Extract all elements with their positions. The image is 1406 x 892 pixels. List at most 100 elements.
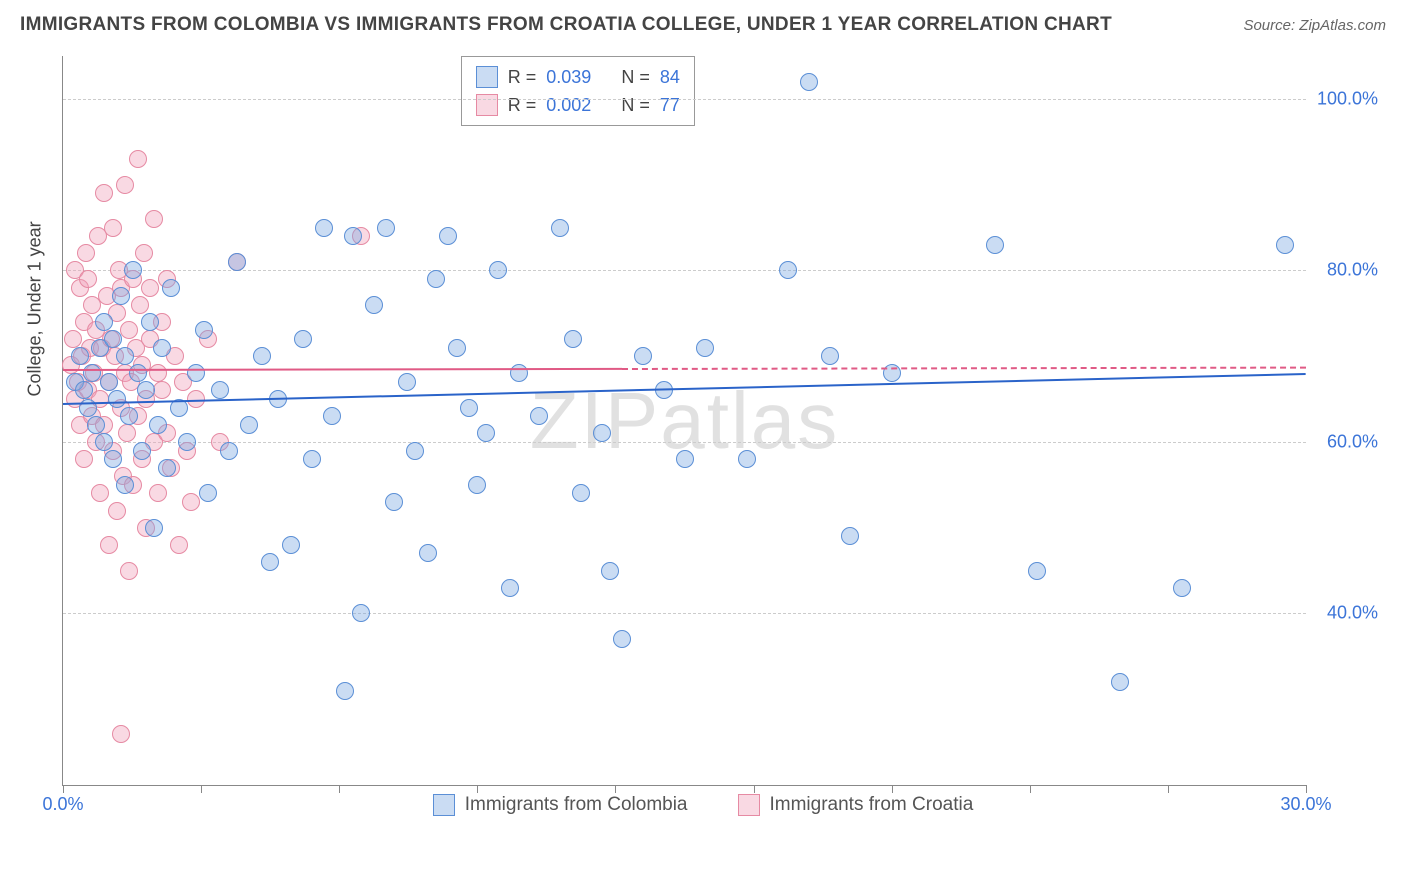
data-point-colombia [419,544,437,562]
x-tick [477,785,478,793]
x-tick [1030,785,1031,793]
data-point-colombia [75,381,93,399]
data-point-croatia [129,150,147,168]
data-point-colombia [124,261,142,279]
data-point-colombia [800,73,818,91]
data-point-colombia [336,682,354,700]
data-point-colombia [178,433,196,451]
gridline [63,442,1306,443]
data-point-colombia [116,476,134,494]
data-point-colombia [439,227,457,245]
data-point-croatia [77,244,95,262]
data-point-croatia [108,502,126,520]
data-point-colombia [821,347,839,365]
data-point-colombia [841,527,859,545]
data-point-colombia [303,450,321,468]
data-point-colombia [601,562,619,580]
data-point-croatia [112,725,130,743]
data-point-colombia [468,476,486,494]
data-point-colombia [195,321,213,339]
legend-row-croatia: R = 0.002 N = 77 [476,91,680,119]
data-point-colombia [344,227,362,245]
data-point-colombia [187,364,205,382]
trend-line [622,366,1306,369]
legend-label-croatia: Immigrants from Croatia [770,794,974,816]
data-point-colombia [158,459,176,477]
data-point-colombia [253,347,271,365]
data-point-colombia [448,339,466,357]
data-point-colombia [100,373,118,391]
data-point-colombia [572,484,590,502]
data-point-colombia [1276,236,1294,254]
data-point-croatia [141,279,159,297]
data-point-colombia [104,330,122,348]
data-point-croatia [170,536,188,554]
r-label: R = [508,67,537,88]
data-point-colombia [460,399,478,417]
legend-item-croatia: Immigrants from Croatia [738,794,974,816]
data-point-colombia [240,416,258,434]
data-point-colombia [104,450,122,468]
data-point-colombia [696,339,714,357]
data-point-colombia [510,364,528,382]
data-point-colombia [153,339,171,357]
n-value-colombia: 84 [660,67,680,88]
data-point-colombia [261,553,279,571]
y-tick-label: 60.0% [1327,431,1378,452]
data-point-colombia [406,442,424,460]
data-point-colombia [738,450,756,468]
data-point-colombia [613,630,631,648]
data-point-colombia [352,604,370,622]
chart-title: IMMIGRANTS FROM COLOMBIA VS IMMIGRANTS F… [20,14,1112,36]
legend-item-colombia: Immigrants from Colombia [433,794,688,816]
x-tick [615,785,616,793]
data-point-colombia [149,416,167,434]
gridline [63,270,1306,271]
data-point-colombia [95,433,113,451]
data-point-colombia [564,330,582,348]
data-point-colombia [1028,562,1046,580]
trend-line [63,373,1306,405]
n-value-croatia: 77 [660,95,680,116]
data-point-colombia [133,442,151,460]
data-point-croatia [116,176,134,194]
x-tick [201,785,202,793]
data-point-colombia [162,279,180,297]
data-point-croatia [95,184,113,202]
series-legend: Immigrants from Colombia Immigrants from… [20,794,1386,816]
data-point-colombia [141,313,159,331]
data-point-colombia [199,484,217,502]
data-point-colombia [1111,673,1129,691]
data-point-colombia [398,373,416,391]
data-point-croatia [64,330,82,348]
data-point-croatia [182,493,200,511]
r-value-croatia: 0.002 [546,95,591,116]
data-point-croatia [131,296,149,314]
chart-source: Source: ZipAtlas.com [1243,17,1386,34]
data-point-colombia [220,442,238,460]
data-point-colombia [634,347,652,365]
data-point-croatia [118,424,136,442]
chart-area: ZIPatlas College, Under 1 year R = 0.039… [20,46,1386,826]
y-axis-label: College, Under 1 year [25,221,46,396]
n-label: N = [621,67,650,88]
data-point-colombia [95,313,113,331]
data-point-colombia [477,424,495,442]
swatch-croatia [738,794,760,816]
legend-row-colombia: R = 0.039 N = 84 [476,63,680,91]
data-point-colombia [112,287,130,305]
data-point-croatia [145,210,163,228]
gridline [63,99,1306,100]
data-point-colombia [145,519,163,537]
data-point-colombia [427,270,445,288]
data-point-colombia [137,381,155,399]
data-point-croatia [100,536,118,554]
legend-label-colombia: Immigrants from Colombia [465,794,688,816]
data-point-colombia [986,236,1004,254]
data-point-croatia [149,484,167,502]
chart-header: IMMIGRANTS FROM COLOMBIA VS IMMIGRANTS F… [0,0,1406,46]
data-point-colombia [1173,579,1191,597]
gridline [63,613,1306,614]
y-tick-label: 40.0% [1327,603,1378,624]
data-point-croatia [153,381,171,399]
